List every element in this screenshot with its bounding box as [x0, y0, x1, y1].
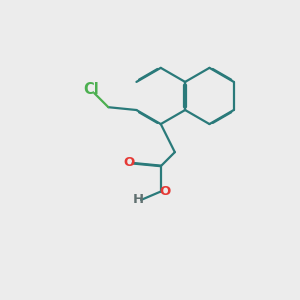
Text: Cl: Cl: [84, 82, 100, 97]
Text: O: O: [123, 156, 134, 169]
Text: H: H: [133, 194, 144, 206]
Text: O: O: [159, 185, 170, 198]
